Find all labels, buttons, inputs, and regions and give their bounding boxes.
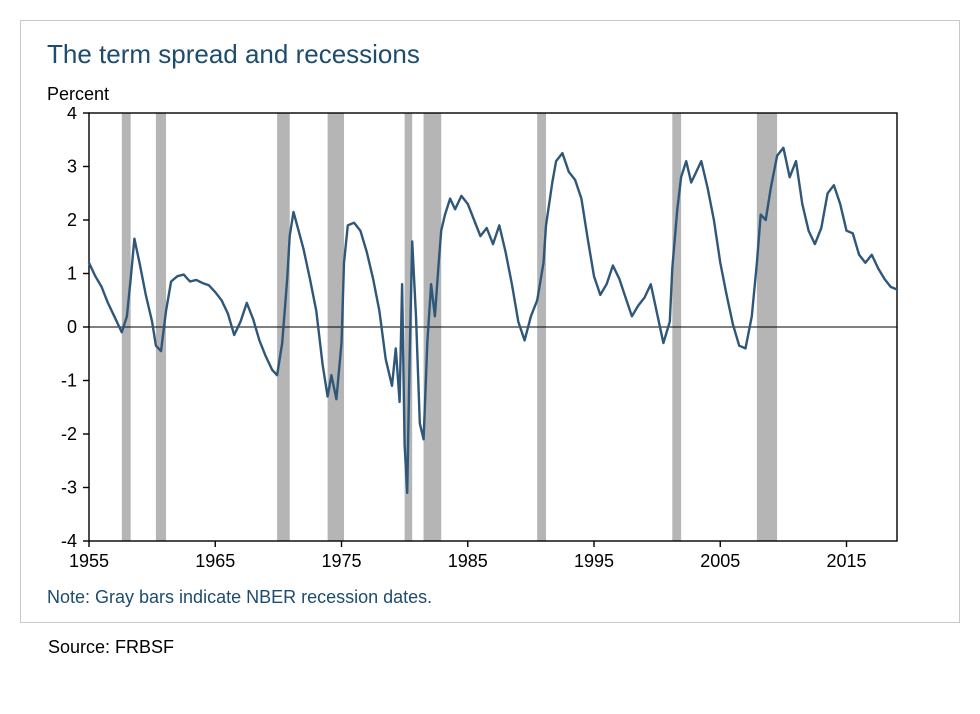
- svg-text:1985: 1985: [448, 551, 488, 571]
- svg-text:-4: -4: [61, 531, 77, 551]
- chart-title: The term spread and recessions: [47, 39, 933, 70]
- source-text: Source: FRBSF: [48, 637, 960, 658]
- svg-text:1965: 1965: [195, 551, 235, 571]
- svg-text:1975: 1975: [321, 551, 361, 571]
- svg-text:-1: -1: [61, 371, 77, 391]
- svg-text:0: 0: [67, 317, 77, 337]
- chart-frame: The term spread and recessions Percent -…: [20, 20, 960, 623]
- chart-note: Note: Gray bars indicate NBER recession …: [47, 587, 933, 608]
- y-axis-label: Percent: [47, 84, 933, 105]
- svg-text:1955: 1955: [69, 551, 109, 571]
- svg-text:2015: 2015: [826, 551, 866, 571]
- svg-text:-2: -2: [61, 424, 77, 444]
- svg-text:1995: 1995: [574, 551, 614, 571]
- svg-text:3: 3: [67, 157, 77, 177]
- svg-text:4: 4: [67, 107, 77, 123]
- line-chart: -4 -3 -2 -1 0 1 2 3 4 1955 1965 1975 1985 1995 2005 201…: [47, 107, 907, 579]
- svg-text:1: 1: [67, 264, 77, 284]
- svg-text:2: 2: [67, 210, 77, 230]
- svg-text:-3: -3: [61, 478, 77, 498]
- svg-text:2005: 2005: [700, 551, 740, 571]
